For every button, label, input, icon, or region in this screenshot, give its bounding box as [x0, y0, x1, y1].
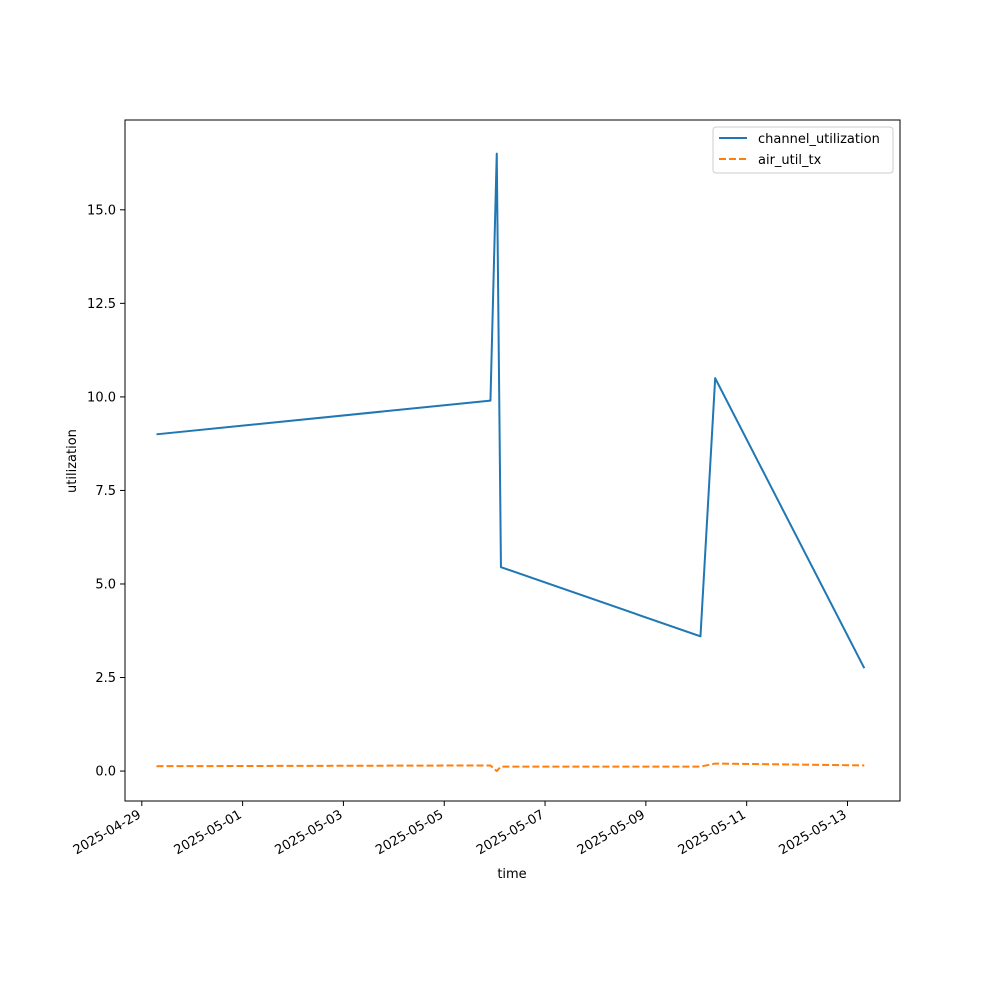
x-tick-label: 2025-04-29: [71, 807, 144, 858]
legend-box: [712, 126, 894, 174]
x-tick-label: 2025-05-07: [474, 807, 547, 858]
y-axis-label: utilization: [65, 429, 80, 493]
x-tick-label: 2025-05-09: [575, 807, 648, 858]
y-axis: 0.0 2.5 5.0 7.5 10.0 12.5 15.0: [87, 203, 125, 780]
x-axis: 2025-04-29 2025-05-01 2025-05-03 2025-05-05…: [71, 801, 850, 858]
y-tick-label: 2.5: [95, 671, 116, 686]
legend-label-air-util-tx: air_util_tx: [758, 153, 822, 168]
legend-label-channel-utilization: channel_utilization: [758, 132, 880, 147]
x-tick-label: 2025-05-13: [777, 807, 850, 858]
y-tick-label: 0.0: [95, 765, 116, 780]
legend: channel_utilization air_util_tx: [712, 126, 894, 174]
x-tick-label: 2025-05-05: [373, 807, 446, 858]
y-tick-label: 5.0: [95, 577, 116, 592]
y-tick-label: 15.0: [87, 203, 116, 218]
x-axis-label: time: [497, 867, 526, 882]
series-line-channel-utilization: [156, 152, 866, 669]
x-tick-label: 2025-05-03: [272, 807, 345, 858]
plot-area: [125, 120, 900, 801]
series-layer: [156, 152, 866, 773]
series-line-air-util-tx: [156, 762, 865, 773]
plot-frame: [124, 119, 901, 802]
x-tick-label: 2025-05-11: [676, 807, 749, 858]
y-tick-label: 12.5: [87, 297, 116, 312]
y-tick-label: 7.5: [95, 484, 116, 499]
x-tick-label: 2025-05-01: [172, 807, 245, 858]
y-tick-label: 10.0: [87, 390, 116, 405]
